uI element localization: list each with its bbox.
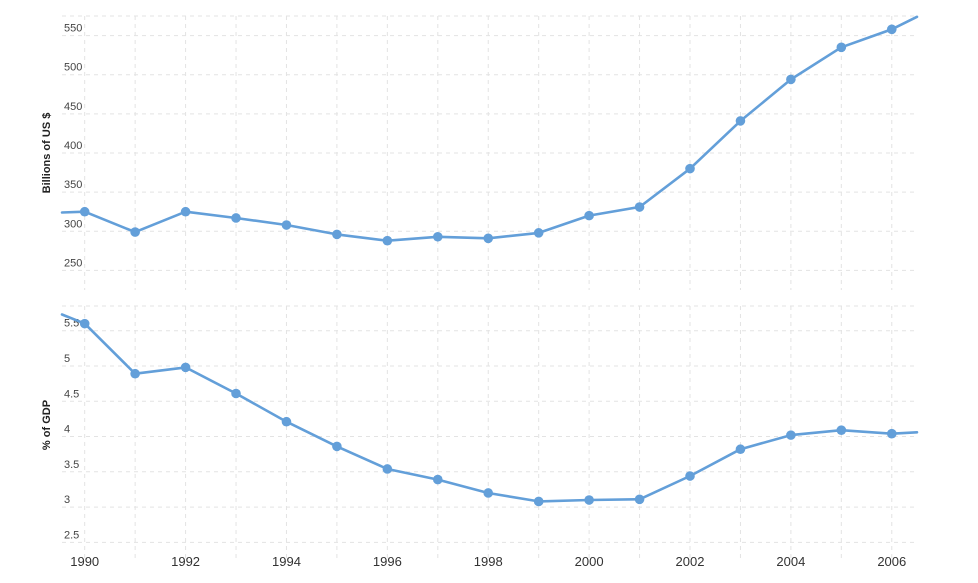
x-tick-label: 2004 — [776, 554, 805, 569]
data-point[interactable] — [634, 202, 645, 212]
data-point[interactable] — [332, 229, 342, 240]
series-line — [60, 15, 919, 242]
data-point[interactable] — [180, 362, 191, 373]
data-point[interactable] — [483, 488, 494, 498]
y-tick-label: 4 — [64, 424, 70, 436]
y-axis-title: Billions of US $ — [41, 113, 53, 194]
y-tick-label: 550 — [64, 23, 82, 35]
y-tick-label: 3.5 — [64, 459, 79, 471]
data-point[interactable] — [332, 441, 342, 452]
grid-layer — [62, 15, 917, 560]
data-point[interactable] — [735, 444, 746, 455]
x-tick-label: 1992 — [171, 554, 200, 569]
y-tick-label: 300 — [64, 218, 82, 230]
series-line — [60, 313, 919, 503]
data-point[interactable] — [79, 206, 90, 217]
data-point[interactable] — [735, 116, 746, 126]
y-tick-label: 450 — [64, 101, 82, 113]
data-point[interactable] — [130, 368, 140, 379]
y-tick-label: 5 — [64, 353, 70, 365]
data-point[interactable] — [886, 428, 897, 439]
data-point[interactable] — [886, 24, 897, 35]
data-point[interactable] — [483, 233, 494, 244]
y-tick-label: 2.5 — [64, 529, 79, 541]
data-point[interactable] — [432, 474, 443, 485]
data-point[interactable] — [786, 430, 796, 440]
data-point[interactable] — [836, 42, 847, 53]
data-point[interactable] — [685, 163, 695, 174]
data-point[interactable] — [533, 228, 544, 238]
data-point[interactable] — [231, 213, 241, 223]
data-point[interactable] — [786, 74, 796, 85]
data-point[interactable] — [382, 235, 393, 246]
data-point[interactable] — [634, 494, 645, 505]
y-tick-label: 400 — [64, 140, 82, 152]
data-point[interactable] — [130, 227, 140, 237]
data-point[interactable] — [584, 495, 594, 505]
axes-layer: 250 300 350 400 450 500 550 Billions of US $ 2.5… — [41, 23, 906, 569]
x-tick-label: 1996 — [373, 554, 402, 569]
data-point[interactable] — [584, 210, 594, 221]
y-tick-label: 4.5 — [64, 388, 79, 400]
x-tick-label: 2002 — [676, 554, 705, 569]
series-layer — [60, 15, 919, 507]
data-point[interactable] — [382, 464, 393, 474]
x-tick-label: 1998 — [474, 554, 503, 569]
data-point[interactable] — [281, 220, 292, 230]
data-point[interactable] — [281, 416, 292, 427]
data-point[interactable] — [836, 425, 847, 435]
y-axis-title: % of GDP — [41, 400, 53, 450]
x-tick-label: 2006 — [877, 554, 906, 569]
x-tick-label: 2000 — [575, 554, 604, 569]
data-point[interactable] — [533, 496, 544, 507]
y-tick-label: 350 — [64, 179, 82, 191]
data-point[interactable] — [685, 471, 695, 481]
data-point[interactable] — [432, 231, 443, 242]
y-tick-label: 500 — [64, 62, 82, 74]
data-point[interactable] — [79, 318, 90, 329]
x-tick-label: 1990 — [70, 554, 99, 569]
y-tick-label: 3 — [64, 494, 70, 506]
data-point[interactable] — [180, 206, 191, 217]
y-tick-label: 250 — [64, 257, 82, 269]
data-point[interactable] — [231, 388, 241, 399]
x-tick-label: 1994 — [272, 554, 301, 569]
